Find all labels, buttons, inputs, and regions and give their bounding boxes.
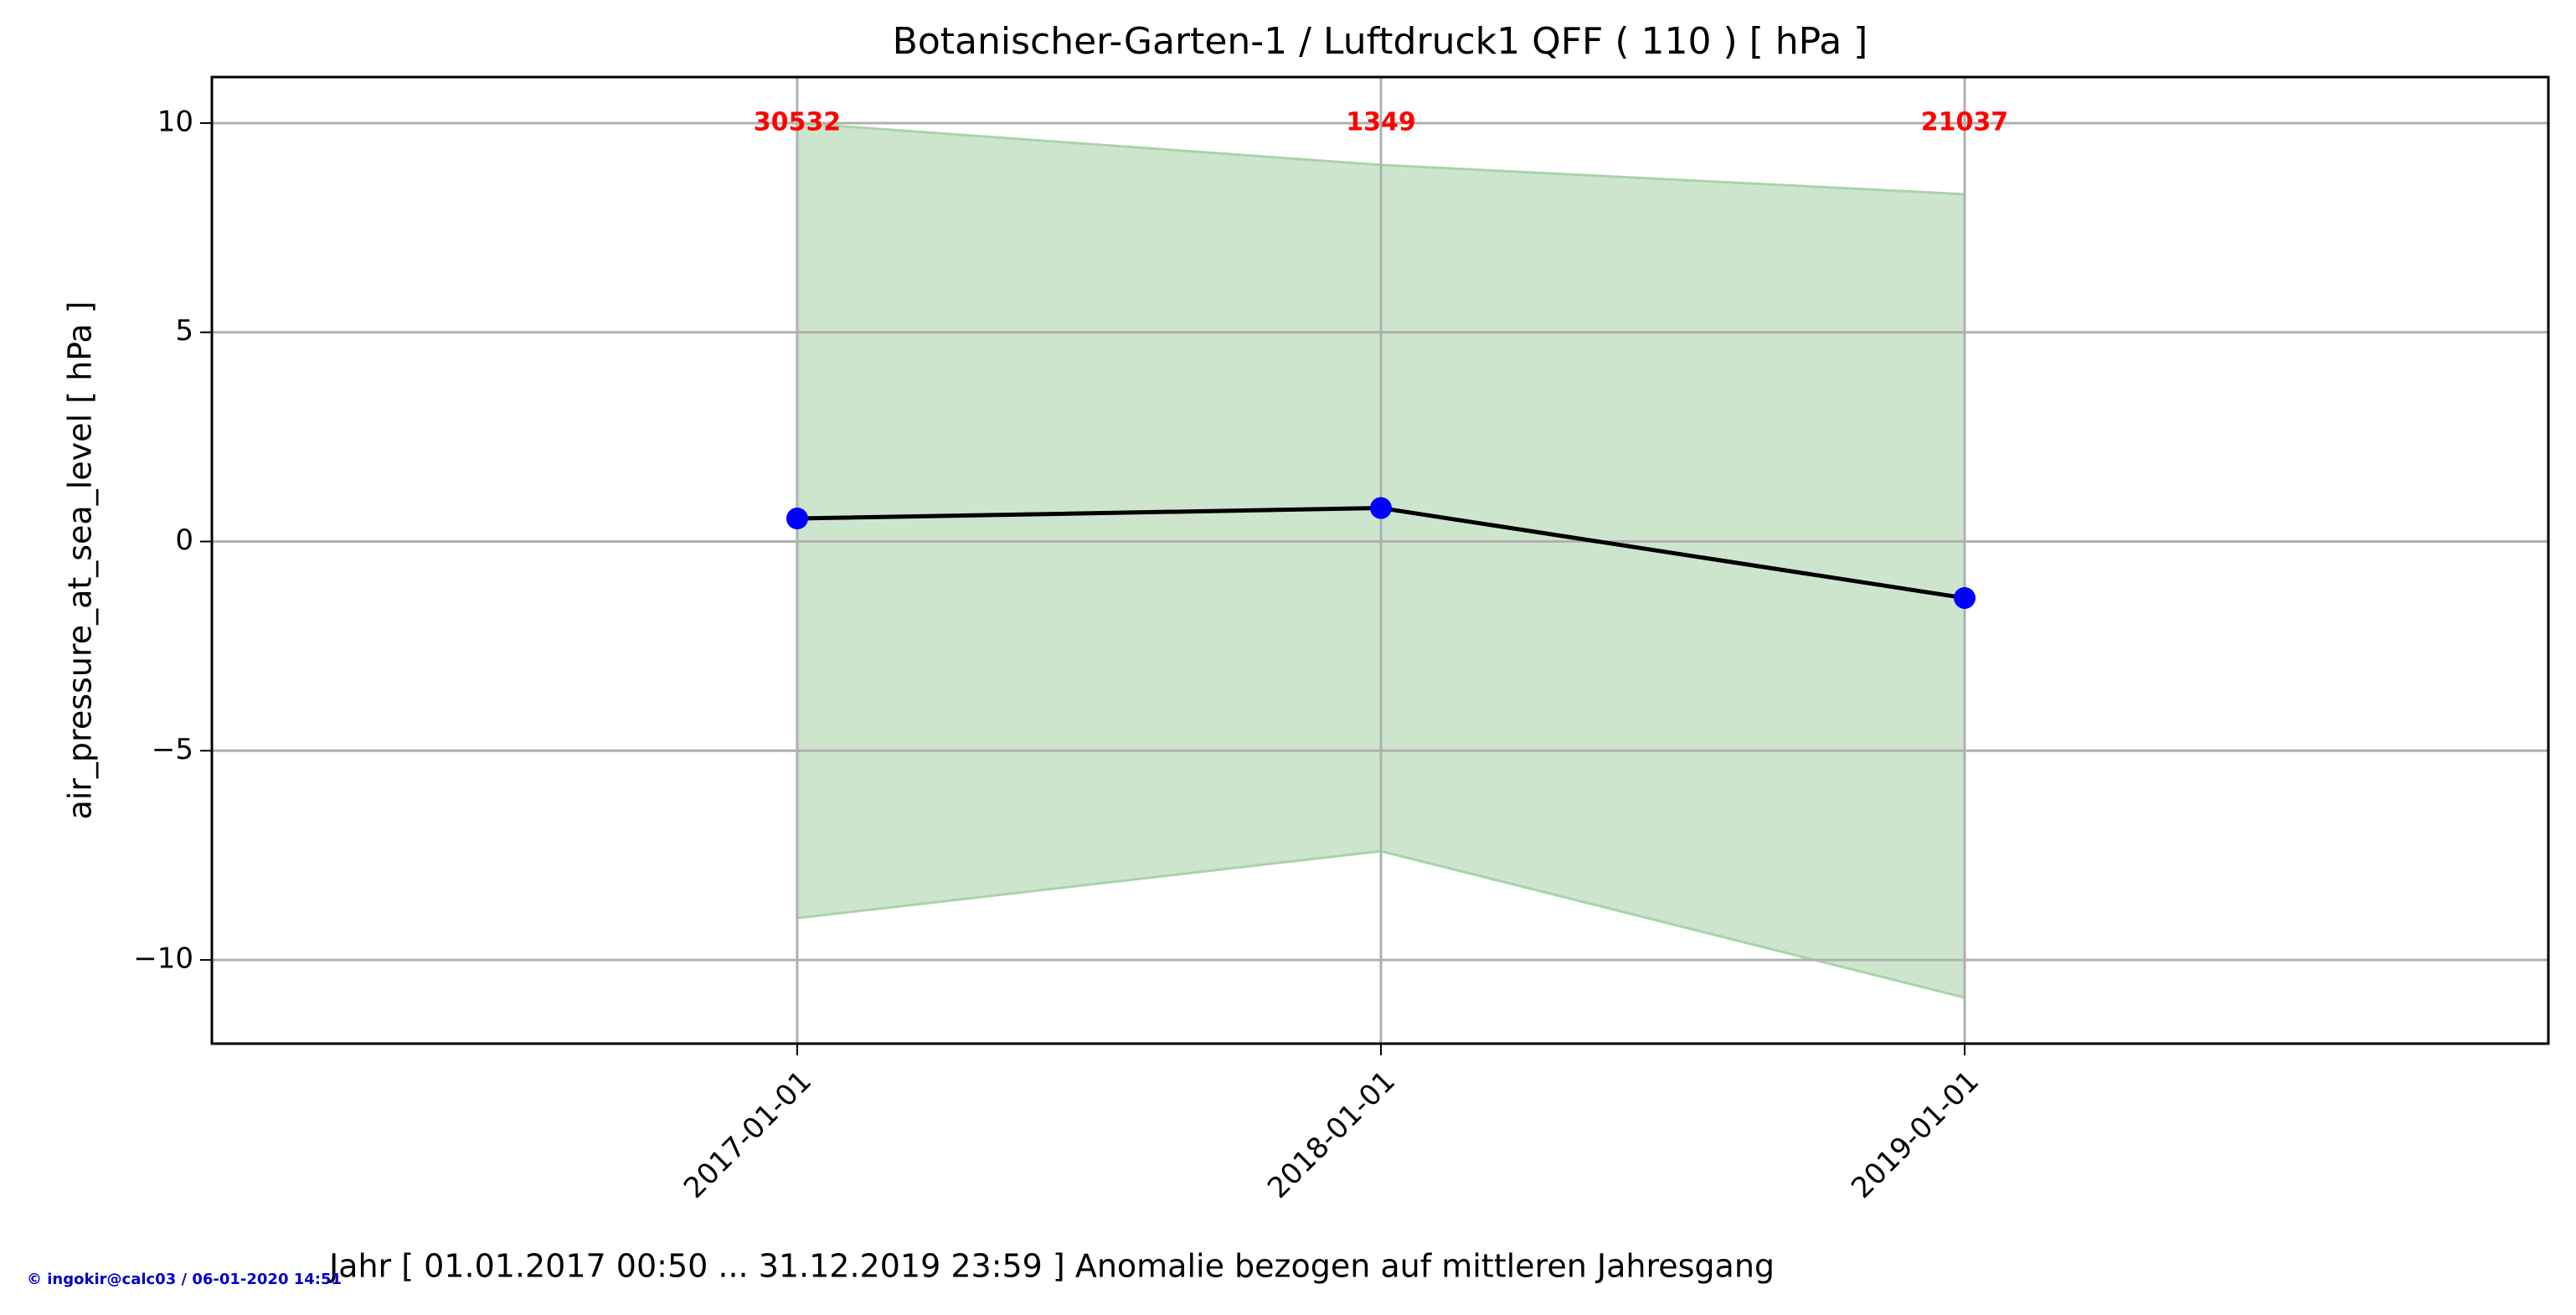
y-axis-label: air_pressure_at_sea_level [ hPa ] [62,301,99,819]
y-tick-label: 5 [175,314,193,348]
y-tick-label: 0 [175,523,193,557]
x-axis-label: Jahr [ 01.01.2017 00:50 ... 31.12.2019 2… [327,1248,1775,1285]
marker [786,508,808,530]
count-label: 30532 [754,107,841,137]
y-tick-label: −5 [152,733,193,766]
marker [1953,586,1976,609]
y-tick-label: 10 [157,105,193,138]
count-label: 1349 [1346,107,1416,137]
count-label: 21037 [1921,107,2008,137]
y-tick-label: −10 [133,942,193,976]
chart-title: Botanischer-Garten-1 / Luftdruck1 QFF ( … [893,20,1868,63]
footer: © ingokir@calc03 / 06-01-2020 14:51 [27,1271,342,1288]
x-tick-label: 2019-01-01 [1845,1065,1986,1205]
marker [1369,497,1392,519]
plot-frame [210,75,2550,1045]
x-tick-label: 2017-01-01 [677,1065,818,1205]
x-tick-label: 2018-01-01 [1261,1065,1402,1205]
